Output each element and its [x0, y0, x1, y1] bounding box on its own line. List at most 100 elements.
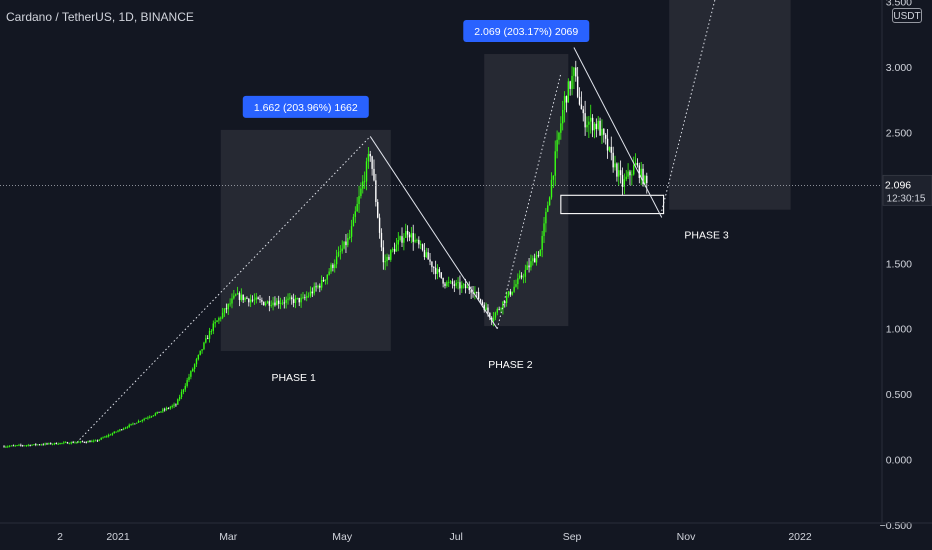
candle: [197, 354, 200, 361]
candle: [78, 440, 80, 443]
candle: [578, 87, 581, 106]
candle: [14, 444, 16, 447]
candle: [365, 157, 368, 191]
candle: [107, 433, 110, 438]
candle: [565, 95, 568, 113]
candle: [270, 300, 272, 308]
candle: [94, 439, 97, 442]
candle: [590, 104, 592, 134]
candle: [601, 119, 603, 144]
candle: [238, 291, 241, 307]
candle: [221, 307, 224, 320]
candle: [358, 185, 360, 213]
candle: [429, 253, 431, 266]
candle: [83, 441, 86, 444]
candle: [113, 431, 115, 434]
candle: [276, 297, 278, 306]
candle: [552, 175, 555, 188]
candle: [177, 398, 179, 405]
candle: [543, 217, 545, 243]
candle: [70, 441, 72, 445]
candle: [571, 66, 573, 96]
candle: [545, 208, 547, 233]
candle: [59, 442, 61, 445]
candle: [57, 442, 59, 445]
candle: [156, 411, 158, 415]
candle: [186, 377, 188, 388]
candle: [76, 442, 78, 444]
candle: [220, 316, 222, 322]
candle: [44, 442, 46, 446]
candle: [38, 443, 41, 446]
trendline-5: [661, 0, 716, 212]
candle: [302, 292, 304, 300]
candle: [384, 254, 386, 271]
x-tick-label: 2022: [788, 531, 812, 543]
candle: [558, 131, 560, 145]
candle: [91, 439, 93, 443]
candle: [388, 254, 390, 261]
candle: [406, 225, 409, 242]
candle: [104, 435, 106, 438]
candle: [249, 294, 252, 308]
candle: [139, 420, 142, 423]
candle: [446, 280, 448, 288]
candle: [210, 329, 213, 335]
candle: [25, 444, 28, 447]
candle: [477, 287, 480, 300]
candle: [251, 295, 254, 303]
candle: [380, 228, 383, 252]
candle: [427, 248, 429, 260]
candle: [272, 296, 274, 311]
candle: [236, 286, 239, 295]
candle: [115, 431, 117, 433]
candle: [442, 277, 444, 288]
candle: [158, 411, 160, 413]
candle: [621, 167, 624, 196]
candle: [330, 262, 332, 274]
candle: [74, 441, 76, 444]
candle: [167, 407, 170, 410]
candle: [586, 116, 588, 133]
candle: [436, 264, 439, 280]
y-tick-label: 0.000: [886, 455, 912, 467]
candle: [61, 442, 63, 445]
candle: [277, 295, 280, 309]
currency-badge[interactable]: USDT: [892, 8, 922, 23]
candle: [81, 440, 84, 443]
candle: [614, 155, 616, 171]
candle: [494, 311, 497, 321]
candle: [433, 266, 435, 275]
candle: [227, 303, 229, 315]
candle: [588, 115, 590, 138]
candle: [292, 293, 295, 308]
candle: [296, 297, 299, 300]
candle: [126, 425, 129, 429]
candle: [416, 238, 418, 243]
candle: [201, 349, 203, 354]
candle: [440, 272, 442, 279]
candle: [367, 147, 370, 169]
candle: [137, 419, 140, 424]
candle: [23, 445, 26, 447]
trendline-2: [369, 136, 498, 329]
candle: [12, 444, 15, 447]
candle: [610, 136, 612, 161]
x-tick-label: Mar: [219, 531, 238, 543]
x-tick-label: Jul: [449, 531, 462, 543]
candle: [119, 428, 121, 432]
candle: [274, 296, 276, 307]
candle: [229, 298, 231, 307]
candle: [604, 133, 607, 145]
candle: [287, 293, 289, 305]
candle: [306, 291, 308, 302]
measure-label-2: 2.069 (203.17%) 2069: [463, 20, 590, 43]
y-tick-label: 1.500: [886, 258, 912, 270]
candle: [98, 439, 101, 442]
candle: [203, 341, 205, 351]
candle: [633, 156, 635, 176]
candle: [255, 292, 257, 304]
candle: [410, 226, 413, 244]
candle: [233, 289, 235, 300]
